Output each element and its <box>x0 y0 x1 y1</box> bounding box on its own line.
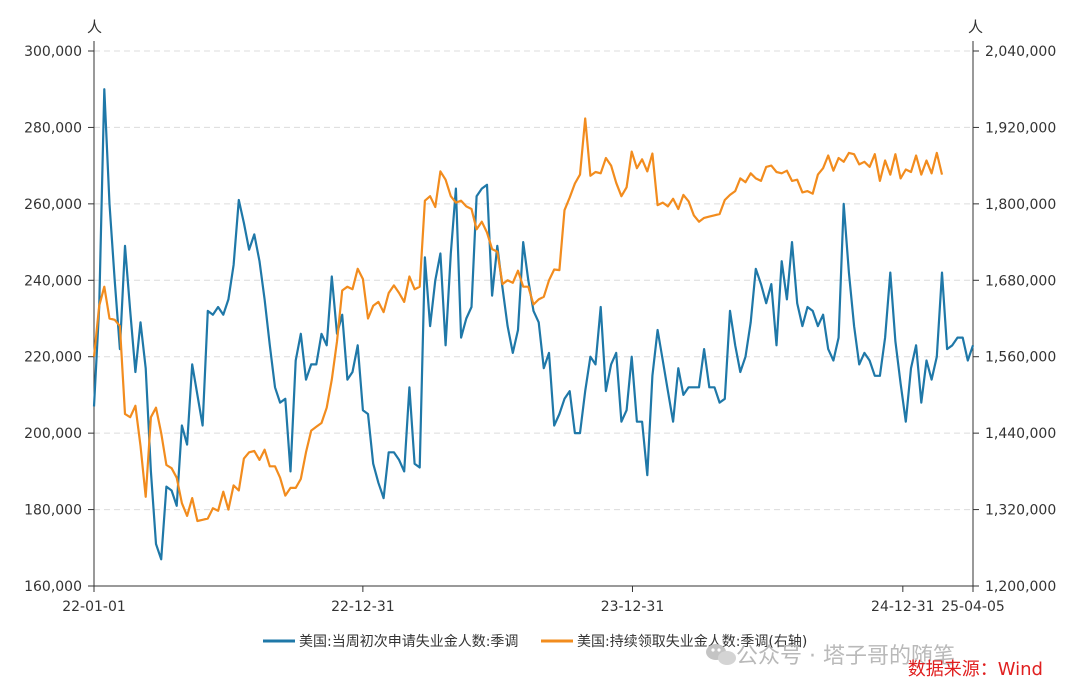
right-tick-label: 1,200,000 <box>985 579 1056 595</box>
series-line-initial-claims <box>92 88 975 561</box>
x-tick-label: 22-01-01 <box>62 599 126 615</box>
left-tick-label: 280,000 <box>24 120 82 136</box>
right-tick-label: 1,680,000 <box>985 273 1056 289</box>
grid-lines <box>94 50 973 511</box>
left-tick-label: 180,000 <box>24 503 82 519</box>
x-tick-label: 22-12-31 <box>331 599 395 615</box>
source-note: 数据来源：Wind <box>908 659 1043 680</box>
wechat-icon <box>706 644 736 665</box>
right-tick-label: 1,560,000 <box>985 350 1056 366</box>
right-axis-unit: 人 <box>968 18 983 36</box>
axes <box>93 41 974 587</box>
watermark-text: 公众号 · 塔子哥的随笔 <box>736 644 955 669</box>
right-axis-ticks: 1,200,000 1,320,000 1,440,000 1,560,000 1,68… <box>973 44 1056 595</box>
x-tick-label: 24-12-31 <box>871 599 935 615</box>
left-tick-label: 160,000 <box>24 579 82 595</box>
legend-label-continuing-claims: 美国:持续领取失业金人数:季调(右轴) <box>577 633 807 650</box>
x-axis-ticks: 22-01-01 22-12-31 23-12-31 24-12-31 25-04-05 <box>62 586 1005 615</box>
left-tick-label: 200,000 <box>24 426 82 442</box>
series-line-continuing-claims <box>92 117 944 523</box>
left-tick-label: 260,000 <box>24 197 82 213</box>
x-tick-label: 25-04-05 <box>941 599 1005 615</box>
left-tick-label: 300,000 <box>24 44 82 60</box>
left-tick-label: 220,000 <box>24 350 82 366</box>
legend-label-initial-claims: 美国:当周初次申请失业金人数:季调 <box>299 633 518 650</box>
right-tick-label: 2,040,000 <box>985 44 1056 60</box>
x-tick-label: 23-12-31 <box>601 599 665 615</box>
series-lines <box>92 88 975 561</box>
left-axis-unit: 人 <box>87 18 102 36</box>
left-axis-ticks: 160,000 180,000 200,000 220,000 240,000 260,0… <box>24 44 94 595</box>
right-tick-label: 1,440,000 <box>985 426 1056 442</box>
left-tick-label: 240,000 <box>24 273 82 289</box>
legend: 美国:当周初次申请失业金人数:季调 美国:持续领取失业金人数:季调(右轴) <box>263 633 807 650</box>
right-tick-label: 1,920,000 <box>985 120 1056 136</box>
right-tick-label: 1,320,000 <box>985 503 1056 519</box>
right-tick-label: 1,800,000 <box>985 197 1056 213</box>
watermark: 公众号 · 塔子哥的随笔 <box>706 644 955 669</box>
